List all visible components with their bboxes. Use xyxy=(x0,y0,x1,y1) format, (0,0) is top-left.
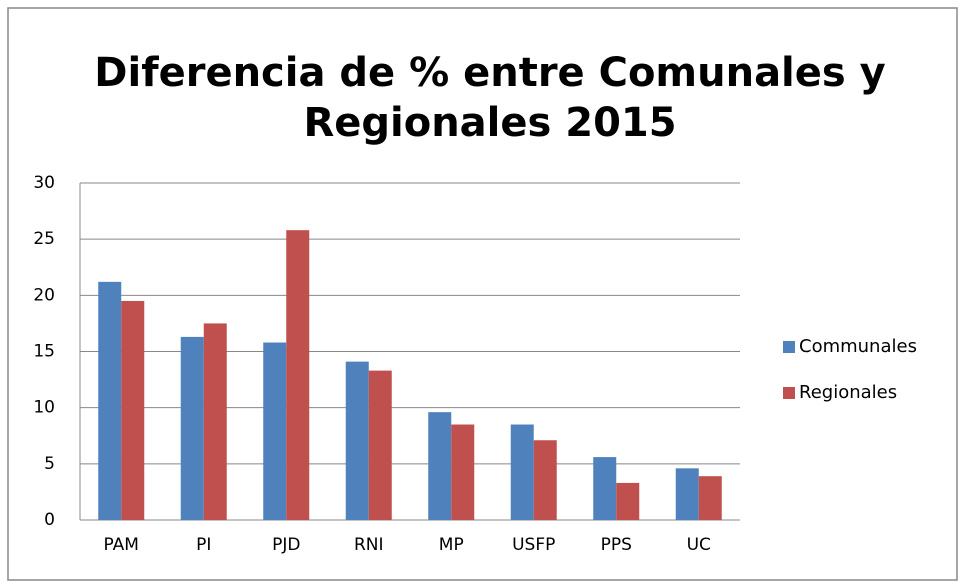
chart-border xyxy=(7,7,958,581)
chart-title: Regionales 2015 xyxy=(303,100,676,146)
x-tick-label: USFP xyxy=(512,535,555,555)
bar xyxy=(345,361,369,520)
bar xyxy=(98,281,122,520)
bar xyxy=(616,482,640,520)
y-tick-label: 20 xyxy=(33,285,55,305)
legend-label: Regionales xyxy=(799,382,897,403)
x-tick-label: RNI xyxy=(354,535,384,555)
bar xyxy=(368,370,392,520)
x-tick-label: UC xyxy=(687,535,711,555)
x-tick-label: MP xyxy=(439,535,464,555)
bar xyxy=(675,468,699,520)
x-tick-label: PJD xyxy=(272,535,300,555)
bar xyxy=(263,342,287,520)
x-tick-label: PPS xyxy=(601,535,632,555)
legend-label: Communales xyxy=(799,336,917,357)
legend-swatch xyxy=(783,387,795,399)
y-tick-label: 0 xyxy=(44,510,55,530)
bar xyxy=(451,424,475,520)
bar xyxy=(510,424,534,520)
x-tick-label: PAM xyxy=(104,535,139,555)
y-tick-label: 5 xyxy=(44,454,55,474)
bar xyxy=(121,300,145,520)
legend-swatch xyxy=(783,341,795,353)
y-tick-label: 15 xyxy=(33,342,55,362)
bar xyxy=(428,412,452,520)
bar xyxy=(533,440,557,520)
bar xyxy=(593,457,617,520)
chart-title: Diferencia de % entre Comunales y xyxy=(94,50,885,96)
bar xyxy=(286,230,310,520)
y-tick-label: 25 xyxy=(33,229,55,249)
bar xyxy=(203,323,227,520)
y-tick-label: 10 xyxy=(33,398,55,418)
x-tick-label: PI xyxy=(196,535,211,555)
bar xyxy=(180,336,204,520)
bar xyxy=(698,476,722,520)
y-tick-label: 30 xyxy=(33,173,55,193)
